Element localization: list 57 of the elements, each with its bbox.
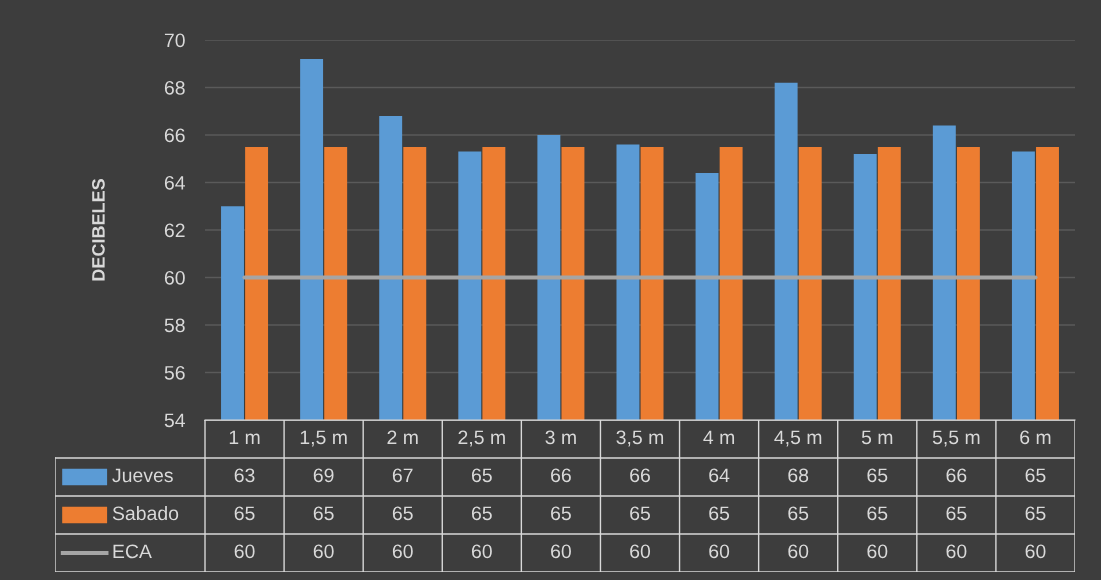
data-label: 65: [1025, 506, 1046, 521]
data-label: 60: [709, 544, 730, 559]
data-label: 68: [788, 468, 809, 483]
y-tick-label: 68: [164, 80, 185, 95]
data-label: 65: [709, 506, 730, 521]
data-label: 65: [630, 506, 650, 521]
data-label: 65: [234, 506, 255, 521]
x-tick-label: 3 m: [545, 430, 576, 445]
y-tick-label: 66: [164, 128, 185, 143]
legend-label: Sabado: [112, 505, 179, 521]
x-tick-label: 5 m: [861, 430, 893, 445]
x-tick-label: 6 m: [1020, 430, 1051, 445]
data-label: 60: [313, 544, 334, 559]
data-label: 69: [313, 468, 334, 483]
y-tick-label: 56: [164, 365, 185, 380]
data-label: 66: [946, 468, 967, 483]
data-label: 60: [867, 544, 888, 559]
x-tick-label: 3,5 m: [616, 430, 664, 447]
y-tick-label: 60: [164, 270, 185, 285]
data-label: 60: [946, 544, 967, 559]
y-tick-label: 62: [164, 223, 185, 238]
data-label: 60: [630, 544, 651, 559]
data-label: 60: [551, 544, 571, 559]
data-label: 66: [551, 468, 571, 483]
data-label: 65: [788, 506, 809, 521]
data-label: 65: [471, 506, 492, 521]
x-tick-label: 5,5 m: [932, 430, 980, 447]
data-label: 65: [946, 506, 967, 521]
x-tick-label: 4,5 m: [774, 430, 822, 447]
data-label: 60: [471, 544, 492, 559]
data-label: 65: [867, 468, 888, 483]
data-label: 65: [1025, 468, 1046, 483]
y-tick-label: 54: [164, 413, 185, 428]
y-tick-label: 64: [164, 175, 185, 190]
data-label: 60: [1025, 544, 1046, 559]
data-label: 64: [709, 468, 730, 483]
data-label: 65: [392, 506, 413, 521]
x-tick-label: 1,5 m: [300, 430, 347, 447]
y-axis-title: DECIBELES: [92, 179, 105, 281]
x-tick-label: 2,5 m: [458, 430, 505, 447]
data-label: 60: [234, 544, 255, 559]
data-label: 65: [551, 506, 571, 521]
x-tick-label: 1 m: [229, 430, 260, 445]
y-tick-label: 58: [164, 318, 185, 333]
data-label: 67: [392, 468, 413, 483]
data-label: 66: [630, 468, 650, 483]
data-label: 60: [788, 544, 809, 559]
y-tick-label: 70: [164, 33, 185, 48]
x-tick-label: 2 m: [387, 430, 418, 445]
data-label: 65: [867, 506, 888, 521]
x-tick-label: 4 m: [703, 430, 735, 445]
data-label: 60: [392, 544, 413, 559]
data-label: 65: [471, 468, 492, 483]
legend-label: Jueves: [112, 468, 173, 483]
data-label: 63: [234, 468, 255, 483]
data-label: 65: [313, 506, 334, 521]
legend-label: ECA: [113, 544, 152, 559]
